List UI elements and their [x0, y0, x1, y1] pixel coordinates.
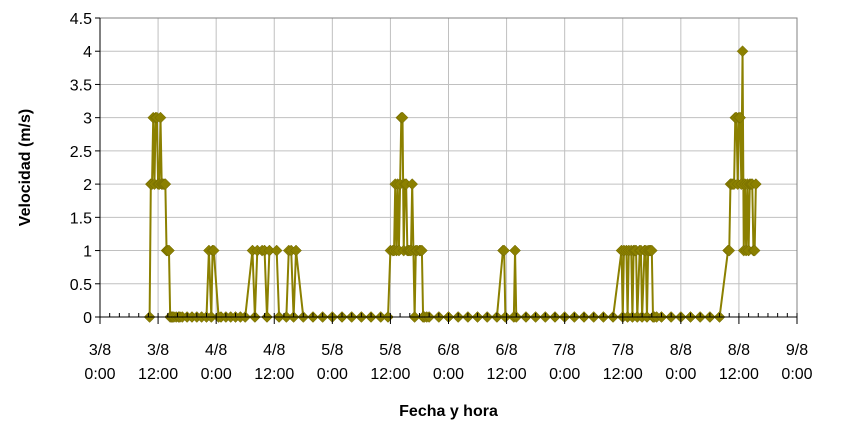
- axes: [95, 17, 798, 324]
- x-tick-time: 0:00: [84, 366, 115, 383]
- data-point: [416, 244, 428, 257]
- data-point: [290, 244, 302, 257]
- data-point: [509, 244, 521, 257]
- x-tick-time: 0:00: [781, 366, 812, 383]
- data-point: [723, 244, 736, 257]
- x-tick-label: 3/8 12:00: [138, 342, 178, 383]
- x-tick-label: 7/8 12:00: [603, 342, 643, 383]
- x-tick-label: 4/8 0:00: [201, 342, 232, 383]
- x-tick-label: 4/8 12:00: [254, 342, 294, 383]
- x-tick-labels: 3/8 0:003/8 12:004/8 0:004/8 12:005/8 0:005/8…: [84, 342, 812, 383]
- x-tick-label: 8/8 0:00: [665, 342, 696, 383]
- grid: [100, 17, 797, 317]
- data-point: [154, 111, 167, 124]
- y-tick-label: 4.5: [70, 11, 92, 28]
- y-tick-label: 3: [83, 111, 92, 128]
- x-tick-label: 6/8 12:00: [487, 342, 527, 383]
- x-tick-date: 6/8: [495, 342, 517, 359]
- data-point: [207, 244, 220, 257]
- y-tick-label: 1.5: [70, 210, 92, 227]
- data-point: [748, 244, 761, 257]
- x-tick-label: 5/8 0:00: [317, 342, 348, 383]
- data-point: [270, 244, 283, 257]
- x-tick-date: 5/8: [379, 342, 401, 359]
- x-tick-date: 9/8: [786, 342, 808, 359]
- x-tick-date: 8/8: [670, 342, 692, 359]
- y-tick-label: 1: [83, 244, 92, 261]
- x-tick-time: 0:00: [549, 366, 580, 383]
- data-point: [734, 111, 746, 124]
- series-layer: [143, 45, 762, 323]
- x-tick-time: 0:00: [665, 366, 696, 383]
- x-axis-title: Fecha y hora: [399, 403, 498, 420]
- x-tick-time: 12:00: [603, 366, 643, 383]
- x-tick-time: 0:00: [433, 366, 464, 383]
- data-point: [736, 45, 749, 58]
- data-point: [159, 178, 172, 190]
- x-tick-label: 9/8 0:00: [781, 342, 812, 383]
- x-tick-date: 3/8: [89, 342, 111, 359]
- y-tick-label: 2.5: [70, 144, 92, 161]
- x-tick-time: 12:00: [719, 366, 759, 383]
- x-tick-time: 12:00: [370, 366, 410, 383]
- data-point: [750, 178, 762, 190]
- data-point: [163, 244, 175, 257]
- x-tick-time: 12:00: [138, 366, 178, 383]
- x-tick-date: 7/8: [612, 342, 634, 359]
- x-tick-time: 0:00: [201, 366, 232, 383]
- y-tick-label: 2: [83, 177, 92, 194]
- y-tick-label: 0.5: [70, 277, 92, 294]
- x-tick-date: 4/8: [205, 342, 227, 359]
- y-axis-title: Velocidad (m/s): [17, 109, 34, 226]
- x-tick-date: 4/8: [263, 342, 285, 359]
- x-tick-label: 5/8 12:00: [370, 342, 410, 383]
- x-tick-time: 0:00: [317, 366, 348, 383]
- x-tick-label: 6/8 0:00: [433, 342, 464, 383]
- y-tick-label: 4: [83, 44, 92, 61]
- x-tick-label: 7/8 0:00: [549, 342, 580, 383]
- x-tick-time: 12:00: [487, 366, 527, 383]
- x-tick-time: 12:00: [254, 366, 294, 383]
- x-tick-date: 6/8: [437, 342, 459, 359]
- x-tick-label: 8/8 12:00: [719, 342, 759, 383]
- x-tick-date: 7/8: [554, 342, 576, 359]
- x-tick-date: 3/8: [147, 342, 169, 359]
- data-point: [498, 244, 511, 257]
- y-tick-label: 0: [83, 310, 92, 327]
- x-tick-date: 8/8: [728, 342, 750, 359]
- data-point: [396, 111, 409, 124]
- data-point: [406, 178, 419, 190]
- x-tick-date: 5/8: [321, 342, 343, 359]
- y-tick-label: 3.5: [70, 77, 92, 94]
- x-tick-label: 3/8 0:00: [84, 342, 115, 383]
- data-point: [645, 244, 658, 257]
- y-tick-labels: 0 0.5 1 1.5 2 2.5 3 3.5 4 4.5: [70, 11, 92, 327]
